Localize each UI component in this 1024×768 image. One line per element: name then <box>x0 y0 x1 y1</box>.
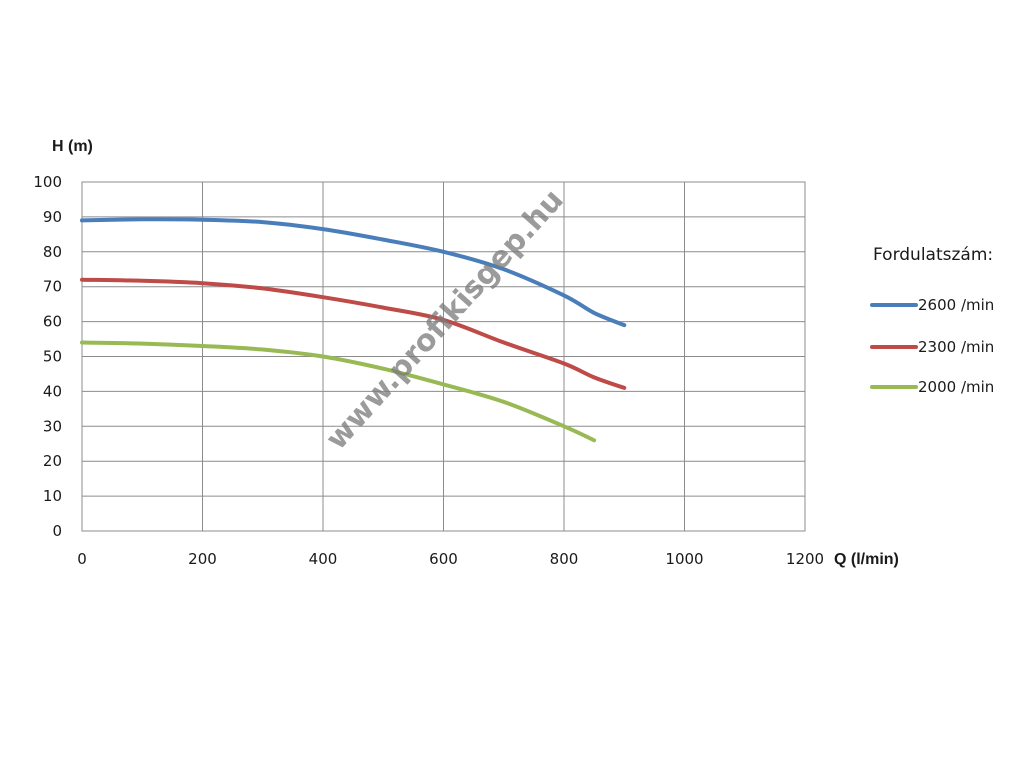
y-tick-label: 40 <box>43 382 62 400</box>
legend: Fordulatszám: 2600 /min 2300 /min 2000 /mi… <box>870 245 994 396</box>
y-tick-label: 50 <box>43 348 62 366</box>
x-tick-label: 800 <box>550 550 579 568</box>
series-line-2600 <box>80 217 627 328</box>
x-tick-label: 0 <box>77 550 87 568</box>
legend-title: Fordulatszám: <box>873 245 993 265</box>
legend-entries: 2600 /min 2300 /min 2000 /min <box>870 296 994 396</box>
legend-label: 2300 /min <box>918 338 994 356</box>
x-tick-label: 1200 <box>786 550 824 568</box>
x-tick-label: 600 <box>429 550 458 568</box>
y-tick-label: 70 <box>43 278 62 296</box>
plot-area <box>81 181 806 532</box>
grid <box>81 181 806 532</box>
y-tick-label: 80 <box>43 243 62 261</box>
y-tick-label: 20 <box>43 452 62 470</box>
y-tick-label: 90 <box>43 208 62 226</box>
legend-label: 2000 /min <box>918 378 994 396</box>
series-line-2300 <box>80 277 627 390</box>
y-tick-label: 100 <box>33 173 62 191</box>
y-tick-label: 0 <box>52 522 62 540</box>
x-tick-label: 400 <box>309 550 338 568</box>
x-tick-label: 1000 <box>665 550 703 568</box>
series-line-2000 <box>80 340 597 443</box>
x-tick-label: 200 <box>188 550 217 568</box>
legend-label: 2600 /min <box>918 296 994 314</box>
y-tick-label: 60 <box>43 313 62 331</box>
x-axis-title: Q (l/min) <box>834 551 899 568</box>
y-axis-title: H (m) <box>52 138 93 155</box>
series-group <box>80 217 627 443</box>
watermark-text: www.profikisgep.hu <box>319 183 571 457</box>
y-tick-label: 10 <box>43 487 62 505</box>
y-tick-label: 30 <box>43 417 62 435</box>
